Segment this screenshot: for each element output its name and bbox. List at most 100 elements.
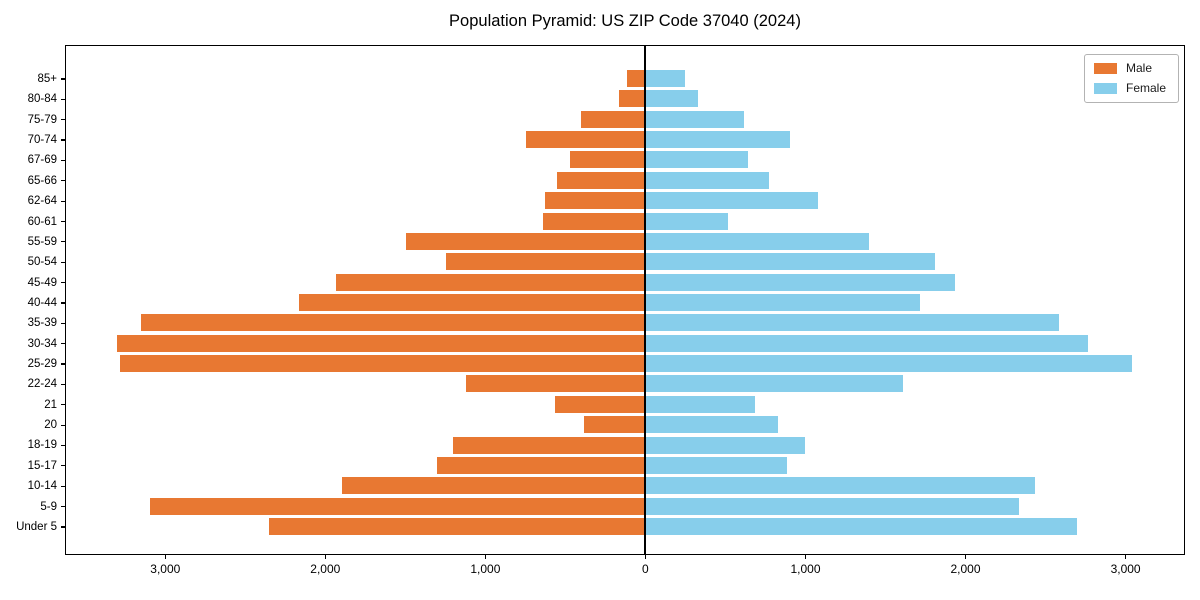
y-tick-label-85plus: 85+ bbox=[37, 73, 57, 85]
y-tick-label-10-14: 10-14 bbox=[27, 480, 57, 493]
bar-female-10-14 bbox=[644, 477, 1036, 495]
x-tick-mark bbox=[324, 555, 326, 559]
y-tick-mark bbox=[61, 343, 65, 345]
y-tick-mark bbox=[61, 526, 65, 528]
y-tick-mark bbox=[61, 159, 65, 162]
y-tick-label-20: 20 bbox=[44, 419, 57, 432]
bar-male-85plus bbox=[627, 70, 645, 87]
bar-female-70-74 bbox=[644, 131, 790, 149]
bar-male-62-64 bbox=[544, 192, 645, 210]
y-tick-label-5-9: 5-9 bbox=[40, 500, 57, 513]
y-tick-mark bbox=[61, 444, 65, 447]
x-tick-label: 3,000 bbox=[1110, 562, 1141, 576]
bar-male-67-69 bbox=[569, 151, 645, 169]
y-tick-label-67-69: 67-69 bbox=[27, 154, 57, 167]
bar-male-22-24 bbox=[465, 375, 645, 393]
y-tick-label-40-44: 40-44 bbox=[27, 296, 57, 309]
y-tick-label-65-66: 65-66 bbox=[27, 174, 57, 187]
bar-female-80-84 bbox=[644, 90, 698, 108]
bar-male-25-29 bbox=[119, 355, 645, 372]
y-tick-mark bbox=[61, 98, 65, 100]
bar-female-under-5 bbox=[644, 517, 1077, 535]
bar-female-40-44 bbox=[644, 294, 921, 311]
bar-female-55-59 bbox=[644, 232, 869, 250]
bar-male-5-9 bbox=[150, 497, 645, 515]
y-tick-label-30-34: 30-34 bbox=[27, 337, 57, 350]
y-tick-mark bbox=[61, 220, 65, 223]
legend-item-male: Male bbox=[1093, 61, 1166, 75]
bar-male-20 bbox=[584, 416, 645, 434]
y-tick-label-22-24: 22-24 bbox=[27, 378, 57, 391]
y-tick-mark bbox=[61, 465, 65, 467]
legend-label-male: Male bbox=[1125, 61, 1152, 75]
legend-item-female: Female bbox=[1093, 81, 1166, 95]
y-tick-mark bbox=[61, 180, 65, 182]
y-tick-label-70-74: 70-74 bbox=[27, 134, 57, 147]
y-tick-label-15-17: 15-17 bbox=[27, 459, 57, 472]
bar-female-21 bbox=[644, 395, 756, 413]
bar-male-30-34 bbox=[116, 334, 645, 352]
legend-swatch-female bbox=[1093, 82, 1117, 94]
legend: Male Female bbox=[1083, 54, 1179, 103]
bar-female-5-9 bbox=[644, 497, 1020, 515]
bar-female-18-19 bbox=[644, 436, 805, 454]
bar-female-75-79 bbox=[644, 110, 745, 128]
x-tick-label: 0 bbox=[642, 562, 649, 576]
y-tick-mark bbox=[61, 241, 65, 243]
bar-female-50-54 bbox=[644, 253, 935, 271]
bar-male-75-79 bbox=[580, 110, 645, 128]
y-tick-mark bbox=[61, 139, 65, 141]
y-tick-mark bbox=[61, 485, 65, 487]
x-tick-label: 3,000 bbox=[150, 562, 181, 576]
y-tick-label-55-59: 55-59 bbox=[27, 235, 57, 248]
y-tick-label-21: 21 bbox=[44, 398, 57, 411]
x-tick-label: 1,000 bbox=[470, 562, 501, 576]
bar-male-35-39 bbox=[140, 314, 645, 332]
bar-female-45-49 bbox=[644, 273, 956, 291]
y-tick-mark bbox=[61, 261, 65, 263]
y-tick-mark bbox=[61, 322, 65, 324]
bar-male-21 bbox=[554, 395, 645, 413]
bar-female-67-69 bbox=[644, 151, 749, 169]
y-tick-mark bbox=[61, 119, 65, 121]
chart-title: Population Pyramid: US ZIP Code 37040 (2… bbox=[449, 12, 801, 30]
bar-female-30-34 bbox=[644, 334, 1089, 352]
bar-female-25-29 bbox=[644, 355, 1133, 372]
x-tick-label: 2,000 bbox=[310, 562, 341, 576]
y-tick-mark bbox=[61, 200, 65, 202]
bar-male-10-14 bbox=[342, 477, 645, 495]
y-tick-mark bbox=[61, 505, 65, 508]
x-tick-label: 1,000 bbox=[790, 562, 821, 576]
y-tick-label-62-64: 62-64 bbox=[27, 195, 57, 208]
x-tick-mark bbox=[164, 555, 166, 559]
y-tick-label-60-61: 60-61 bbox=[27, 215, 57, 228]
x-tick-mark bbox=[964, 555, 967, 559]
x-tick-mark bbox=[804, 555, 807, 559]
bar-male-60-61 bbox=[543, 212, 645, 230]
y-tick-label-under-5: Under 5 bbox=[16, 520, 57, 533]
bar-female-62-64 bbox=[644, 192, 818, 210]
bar-male-50-54 bbox=[445, 253, 645, 271]
y-tick-mark bbox=[61, 78, 65, 80]
bar-male-70-74 bbox=[525, 131, 645, 149]
bar-male-15-17 bbox=[436, 456, 645, 474]
legend-swatch-male bbox=[1093, 62, 1117, 74]
bar-female-20 bbox=[644, 416, 778, 434]
y-tick-label-45-49: 45-49 bbox=[27, 276, 57, 289]
zero-axis-line bbox=[644, 46, 646, 554]
bar-female-35-39 bbox=[644, 314, 1060, 332]
x-tick-mark bbox=[484, 555, 486, 559]
bar-female-85plus bbox=[644, 70, 685, 87]
bar-female-60-61 bbox=[644, 212, 729, 230]
y-tick-label-18-19: 18-19 bbox=[27, 439, 57, 452]
y-tick-label-25-29: 25-29 bbox=[27, 358, 57, 371]
y-tick-label-80-84: 80-84 bbox=[27, 93, 57, 106]
bar-male-18-19 bbox=[452, 436, 645, 454]
y-tick-mark bbox=[61, 282, 65, 284]
bar-female-65-66 bbox=[644, 171, 769, 189]
bar-male-40-44 bbox=[299, 294, 645, 311]
legend-label-female: Female bbox=[1125, 81, 1166, 95]
y-tick-label-50-54: 50-54 bbox=[27, 256, 57, 269]
x-tick-label: 2,000 bbox=[950, 562, 981, 576]
